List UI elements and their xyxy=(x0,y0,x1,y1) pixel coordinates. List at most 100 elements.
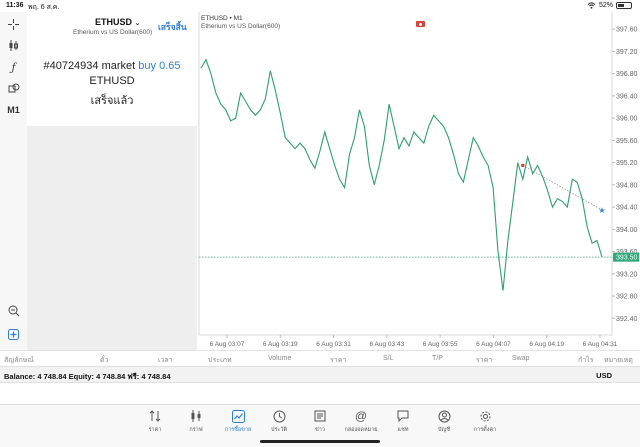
zoom-icon[interactable] xyxy=(5,302,22,319)
col-price[interactable]: ราคา xyxy=(330,357,347,364)
tab-label: บัญชี xyxy=(438,427,450,433)
mailbox-icon: @ xyxy=(354,409,368,423)
tab-label: กล่องจดหมาย xyxy=(344,427,378,433)
order-result: ETHUSD ⌄ Etherium vs US Dollar(600) เสร็… xyxy=(27,12,197,126)
news-icon xyxy=(300,409,340,423)
balance-text: Balance: 4 748.84 Equity: 4 748.84 ฟรี: … xyxy=(4,372,171,381)
status-bar: 11:36 พฤ. 6 ส.ค. 52% xyxy=(0,0,640,12)
y-tick-label: 392.40 xyxy=(616,316,638,323)
x-tick-label: 6 Aug 03:55 xyxy=(423,341,458,348)
y-tick-label: 396.40 xyxy=(616,93,638,100)
col-profit[interactable]: กำไร xyxy=(578,357,594,364)
y-tick-label: 395.60 xyxy=(616,138,638,145)
tab-label: ราคา xyxy=(148,427,162,433)
symbol-name: ETHUSD xyxy=(95,17,133,27)
x-tick-label: 6 Aug 04:31 xyxy=(583,341,618,348)
tab-quotes[interactable]: ราคา xyxy=(135,409,175,434)
settings-icon xyxy=(465,409,505,423)
battery-icon xyxy=(616,2,632,9)
tab-news[interactable]: ข่าว xyxy=(300,409,340,434)
positions-list xyxy=(0,383,640,404)
done-button[interactable]: เสร็จสิ้น xyxy=(158,22,187,32)
y-tick-label: 397.20 xyxy=(616,49,638,56)
col-ticket[interactable]: ตั๋ว xyxy=(100,357,109,364)
x-tick-label: 6 Aug 04:19 xyxy=(529,341,564,348)
chevron-down-icon: ⌄ xyxy=(134,20,141,27)
chart-toolbar: ƒ M1 xyxy=(0,12,27,350)
x-tick-label: 6 Aug 03:07 xyxy=(210,341,245,348)
x-tick-label: 6 Aug 04:07 xyxy=(476,341,511,348)
col-volume[interactable]: Volume xyxy=(268,355,292,362)
y-tick-label: 394.00 xyxy=(616,227,638,234)
y-tick-label: 393.20 xyxy=(616,271,638,278)
tab-account[interactable]: บัญชี xyxy=(424,409,464,434)
wifi-icon xyxy=(587,2,596,9)
y-tick-label: 393.60 xyxy=(616,249,638,256)
chart-canvas: 397.60 397.20 396.80 396.40 396.00 395.60 395.… xyxy=(198,12,639,348)
bottom-tab-bar: ราคา กราฟ การซื้อขาย ประวัติ ข่าว @ กล่อ… xyxy=(0,404,640,447)
order-panel: ETHUSD ⌄ Etherium vs US Dollar(600) เสร็… xyxy=(27,12,197,350)
col-tp[interactable]: T/P xyxy=(432,355,443,362)
price-series-line xyxy=(200,58,603,291)
tab-label: กราฟ xyxy=(189,427,203,433)
tab-history[interactable]: ประวัติ xyxy=(259,409,299,434)
col-symbol[interactable]: สัญลักษณ์ xyxy=(4,357,34,364)
order-id: #40724934 xyxy=(43,60,99,72)
symbol-selector[interactable]: ETHUSD ⌄ xyxy=(95,17,140,27)
chart-icon xyxy=(176,409,216,423)
y-tick-label: 396.80 xyxy=(616,71,638,78)
tab-settings[interactable]: การตั้งค่า xyxy=(465,409,505,434)
timeframe-button[interactable]: M1 xyxy=(7,104,20,115)
tab-chat[interactable]: แชท xyxy=(383,409,423,434)
tab-label: การตั้งค่า xyxy=(473,427,497,433)
col-current-price[interactable]: ราคา xyxy=(476,357,493,364)
order-summary: #40724934 market buy 0.65 xyxy=(27,60,197,72)
col-type[interactable]: ประเภท xyxy=(208,357,232,364)
order-type: market xyxy=(101,60,136,72)
y-tick-label: 397.60 xyxy=(616,27,638,34)
order-side: buy xyxy=(138,60,157,72)
one-click-trading-icon[interactable] xyxy=(416,21,425,27)
candlestick-icon[interactable] xyxy=(5,37,22,54)
chart-description: Etherium vs US Dollar(600) xyxy=(201,23,281,30)
y-tick-label: 394.40 xyxy=(616,205,638,212)
price-chart[interactable]: 397.60 397.20 396.80 396.40 396.00 395.60 395.… xyxy=(198,12,640,350)
current-price-label: 393.50 xyxy=(616,255,638,262)
tab-label: แชท xyxy=(397,427,409,433)
tab-label: ข่าว xyxy=(315,427,325,433)
balance-bar: Balance: 4 748.84 Equity: 4 748.84 ฟรี: … xyxy=(0,366,640,383)
tab-trade[interactable]: การซื้อขาย xyxy=(218,409,258,434)
tab-label: การซื้อขาย xyxy=(224,427,252,433)
new-order-icon[interactable] xyxy=(5,326,22,343)
tab-label: ประวัติ xyxy=(270,427,288,433)
trendline xyxy=(522,165,603,211)
col-comment[interactable]: หมายเหตุ xyxy=(604,357,633,364)
status-date: พฤ. 6 ส.ค. xyxy=(28,4,60,11)
chart-symbol-label: ETHUSD • M1 xyxy=(201,15,243,22)
y-tick-label: 396.00 xyxy=(616,116,638,123)
order-symbol: ETHUSD xyxy=(89,75,135,87)
current-price-badge xyxy=(613,252,639,262)
col-swap[interactable]: Swap xyxy=(512,355,530,362)
home-indicator xyxy=(260,440,380,443)
trendline-end-star-icon: ★ xyxy=(598,206,605,215)
objects-icon[interactable] xyxy=(5,80,22,97)
tab-chart[interactable]: กราฟ xyxy=(176,409,216,434)
x-tick-label: 6 Aug 03:31 xyxy=(316,341,351,348)
tab-mailbox[interactable]: @ กล่องจดหมาย xyxy=(341,409,381,434)
indicators-icon[interactable]: ƒ xyxy=(11,61,16,74)
battery-percent: 52% xyxy=(598,2,613,9)
trendline-start-point xyxy=(520,163,525,168)
crosshair-icon[interactable] xyxy=(5,16,22,33)
col-time[interactable]: เวลา xyxy=(158,357,173,364)
order-volume: 0.65 xyxy=(159,60,181,72)
y-tick-label: 392.80 xyxy=(616,294,638,301)
x-tick-label: 6 Aug 03:19 xyxy=(263,341,298,348)
trade-icon xyxy=(218,409,258,423)
quotes-icon xyxy=(135,409,175,423)
history-icon xyxy=(259,409,299,423)
positions-header: สัญลักษณ์ ตั๋ว เวลา ประเภท Volume ราคา S… xyxy=(0,350,640,366)
col-sl[interactable]: S/L xyxy=(383,355,394,362)
order-status: เสร็จแล้ว xyxy=(90,95,134,107)
y-tick-label: 395.20 xyxy=(616,160,638,167)
